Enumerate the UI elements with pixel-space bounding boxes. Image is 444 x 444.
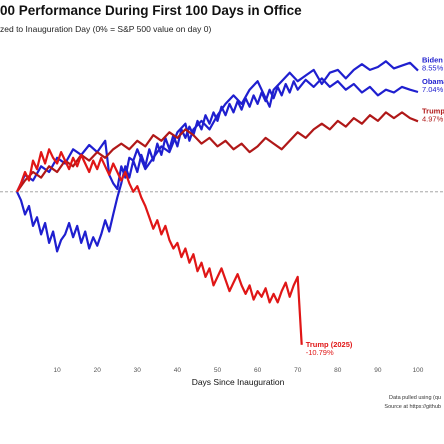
series-name-label-3: Trump (2025): [306, 340, 353, 349]
x-tick-label: 10: [53, 367, 61, 374]
x-tick-label: 60: [254, 367, 262, 374]
x-tick-label: 40: [174, 367, 182, 374]
series-value-label-2: 4.97%: [422, 114, 444, 123]
series-line-1: [16, 77, 419, 253]
caption-line-2: Source at https://github: [384, 404, 441, 410]
x-tick-label: 50: [214, 367, 222, 374]
series-line-3: [16, 148, 303, 345]
x-tick-label: 100: [413, 367, 424, 374]
series-name-label-0: Biden (: [422, 56, 444, 65]
series-name-label-1: Obama: [422, 77, 444, 86]
x-tick-label: 20: [94, 367, 102, 374]
series-value-label-0: 8.55%: [422, 64, 444, 73]
x-axis-label: Days Since Inauguration: [192, 377, 285, 387]
series-value-label-1: 7.04%: [422, 85, 444, 94]
series-name-label-2: Trump (2: [422, 106, 444, 115]
chart-subtitle: zed to Inauguration Day (0% = S&P 500 va…: [0, 24, 211, 34]
series-line-0: [16, 60, 419, 193]
chart-title: 00 Performance During First 100 Days in …: [0, 3, 302, 18]
series-lines: [16, 60, 419, 345]
series-value-label-3: -10.79%: [306, 348, 334, 357]
x-tick-label: 70: [294, 367, 302, 374]
x-axis-ticks: 10 20 30 40 50 60 70 80 90 100: [53, 367, 423, 374]
caption-line-1: Data pulled using (qu: [389, 395, 441, 401]
series-line-2: [16, 111, 419, 193]
x-tick-label: 80: [334, 367, 342, 374]
x-tick-label: 30: [134, 367, 142, 374]
series-end-labels: Biden (8.55% Obama7.04% Trump (24.97% Trump…: [306, 56, 444, 357]
x-tick-label: 90: [374, 367, 382, 374]
